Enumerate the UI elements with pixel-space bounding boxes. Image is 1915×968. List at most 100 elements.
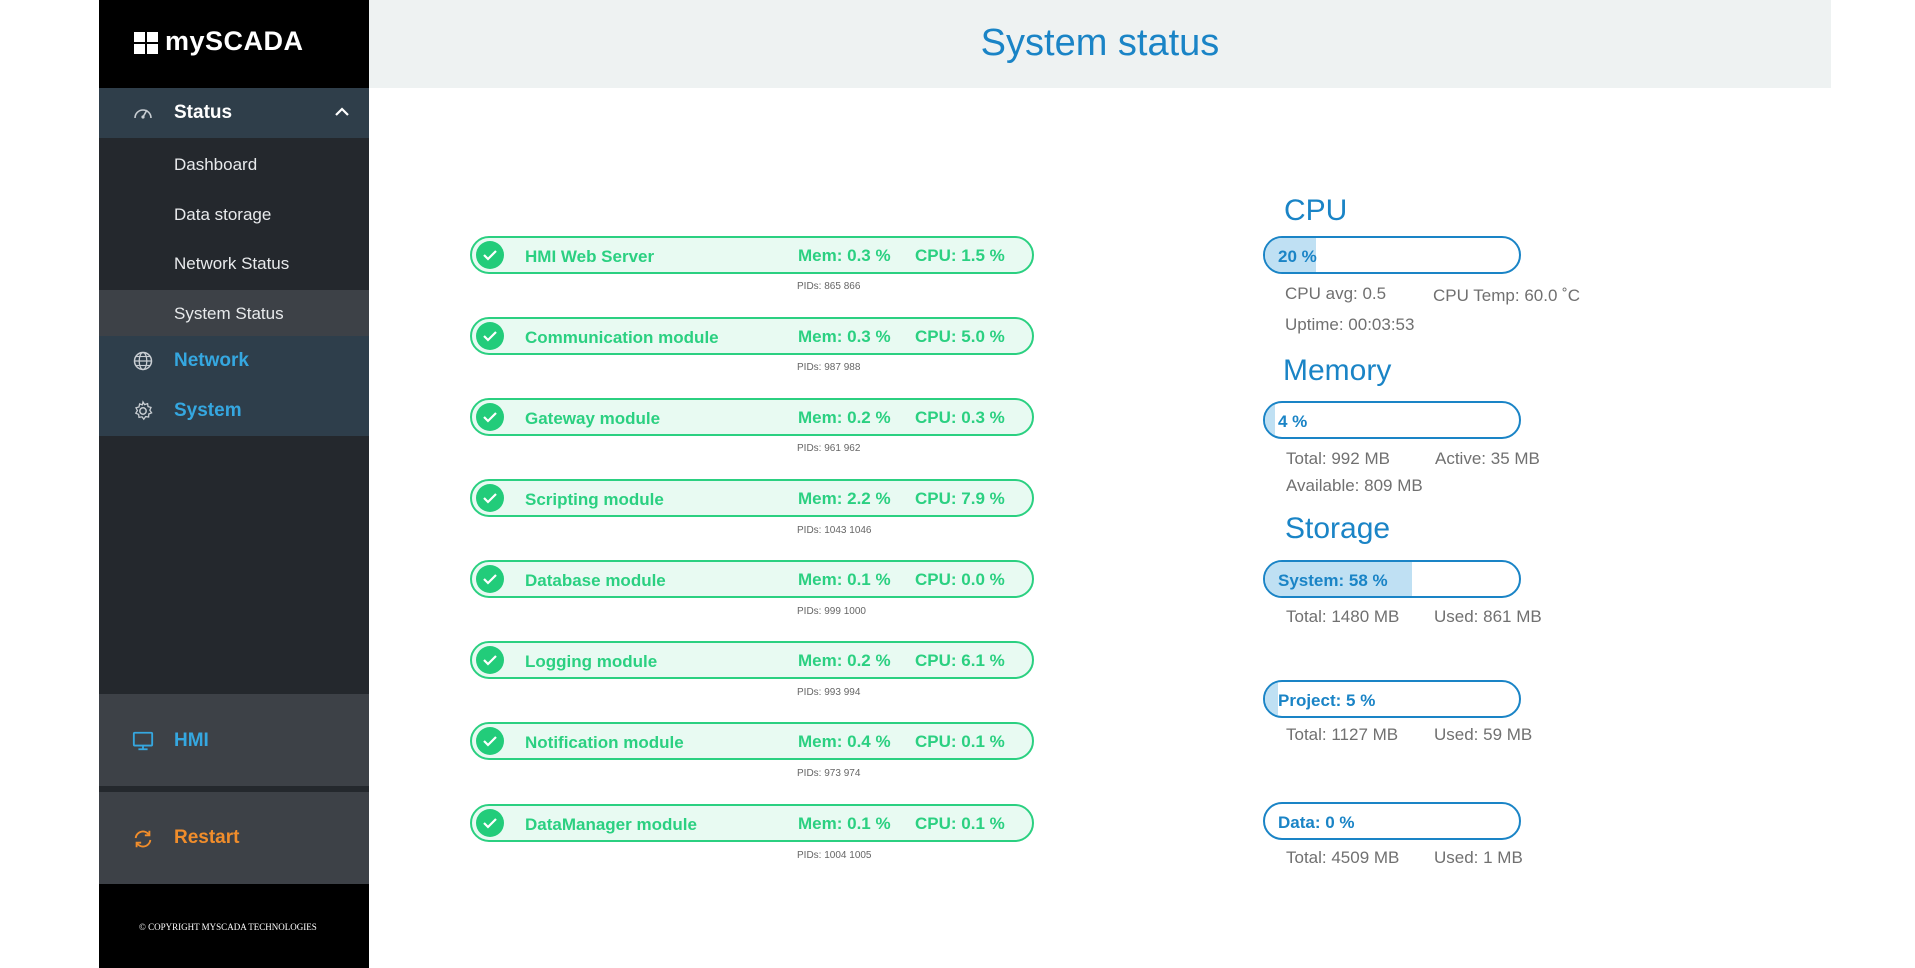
module-pids: PIDs: 865 866 bbox=[797, 281, 861, 292]
memory-available: Available: 809 MB bbox=[1286, 476, 1423, 495]
check-icon bbox=[476, 403, 504, 431]
restart-label: Restart bbox=[174, 827, 240, 848]
storage-title: Storage bbox=[1285, 512, 1391, 545]
module-row: Scripting module Mem: 2.2 % CPU: 7.9 % bbox=[470, 479, 1034, 517]
memory-total: Total: 992 MB bbox=[1286, 449, 1390, 468]
module-cpu: CPU: 5.0 % bbox=[915, 327, 1005, 346]
sidebar-item-network-status[interactable]: Network Status bbox=[99, 240, 369, 288]
module-pids: PIDs: 987 988 bbox=[797, 362, 861, 373]
check-icon bbox=[476, 646, 504, 674]
module-row: HMI Web Server Mem: 0.3 % CPU: 1.5 % bbox=[470, 236, 1034, 274]
module-pids: PIDs: 1043 1046 bbox=[797, 525, 872, 536]
copyright-text: © COPYRIGHT MYSCADA TECHNOLOGIES bbox=[139, 922, 317, 932]
sidebar: mySCADA Status Dashboard Data storage Ne… bbox=[99, 0, 369, 968]
storage-project-bar: Project: 5 % bbox=[1263, 680, 1521, 718]
logo-bar: mySCADA bbox=[99, 0, 369, 88]
module-cpu: CPU: 0.1 % bbox=[915, 814, 1005, 833]
module-name: Scripting module bbox=[525, 490, 664, 509]
sidebar-item-network-label: Network bbox=[174, 350, 249, 371]
module-cpu: CPU: 7.9 % bbox=[915, 489, 1005, 508]
cpu-bar-label: 20 % bbox=[1278, 247, 1317, 266]
cpu-bar: 20 % bbox=[1263, 236, 1521, 274]
module-cpu: CPU: 0.1 % bbox=[915, 732, 1005, 751]
chevron-up-icon[interactable] bbox=[333, 104, 351, 118]
storage-project-bar-label: Project: 5 % bbox=[1278, 691, 1376, 710]
storage-project-total: Total: 1127 MB bbox=[1286, 725, 1399, 744]
module-mem: Mem: 0.1 % bbox=[798, 570, 891, 589]
module-name: DataManager module bbox=[525, 815, 697, 834]
module-mem: Mem: 0.4 % bbox=[798, 732, 891, 751]
globe-icon bbox=[133, 351, 153, 371]
module-row: Communication module Mem: 0.3 % CPU: 5.0… bbox=[470, 317, 1034, 355]
module-name: Logging module bbox=[525, 652, 658, 671]
sidebar-item-status[interactable]: Status bbox=[99, 88, 369, 138]
module-name: Database module bbox=[525, 571, 666, 590]
sidebar-item-dashboard[interactable]: Dashboard bbox=[99, 141, 369, 189]
storage-system-bar-label: System: 58 % bbox=[1278, 571, 1388, 590]
sidebar-item-status-label: Status bbox=[174, 102, 233, 123]
storage-data-bar-label: Data: 0 % bbox=[1278, 813, 1355, 832]
module-name: Gateway module bbox=[525, 409, 661, 428]
gauge-icon bbox=[134, 109, 152, 119]
hmi-label: HMI bbox=[174, 730, 209, 751]
sidebar-item-label: System Status bbox=[174, 304, 284, 323]
check-icon bbox=[476, 484, 504, 512]
sidebar-item-data-storage[interactable]: Data storage bbox=[99, 191, 369, 239]
storage-system-total: Total: 1480 MB bbox=[1286, 607, 1400, 626]
module-mem: Mem: 0.2 % bbox=[798, 408, 891, 427]
storage-project-bar-fill bbox=[1265, 682, 1278, 716]
check-icon bbox=[476, 809, 504, 837]
storage-system-bar-fill bbox=[1265, 562, 1413, 596]
memory-active: Active: 35 MB bbox=[1435, 449, 1540, 468]
logo-text: mySCADA bbox=[165, 26, 304, 56]
module-cpu: CPU: 0.0 % bbox=[915, 570, 1005, 589]
cpu-uptime: Uptime: 00:03:53 bbox=[1285, 315, 1415, 334]
sidebar-group: Network System bbox=[99, 336, 369, 436]
sidebar-item-system[interactable]: System bbox=[99, 386, 369, 436]
module-name: Communication module bbox=[525, 328, 719, 347]
module-pids: PIDs: 1004 1005 bbox=[797, 850, 872, 861]
check-icon bbox=[476, 727, 504, 755]
sidebar-item-label: Dashboard bbox=[174, 155, 258, 174]
sidebar-item-label: Network Status bbox=[174, 254, 290, 273]
monitor-icon bbox=[132, 731, 154, 751]
module-pids: PIDs: 999 1000 bbox=[797, 606, 866, 617]
storage-data-total: Total: 4509 MB bbox=[1286, 848, 1400, 867]
check-icon bbox=[476, 322, 504, 350]
module-name: Notification module bbox=[525, 733, 684, 752]
module-row: Notification module Mem: 0.4 % CPU: 0.1 … bbox=[470, 722, 1034, 760]
sidebar-item-system-status[interactable]: System Status bbox=[99, 290, 369, 338]
gear-icon bbox=[134, 400, 153, 421]
module-cpu: CPU: 0.3 % bbox=[915, 408, 1005, 427]
memory-bar: 4 % bbox=[1263, 401, 1521, 439]
cpu-temp: CPU Temp: 60.0 ˚C bbox=[1433, 286, 1581, 305]
cpu-avg: CPU avg: 0.5 bbox=[1285, 284, 1387, 303]
module-pids: PIDs: 961 962 bbox=[797, 443, 861, 454]
memory-bar-label: 4 % bbox=[1278, 412, 1308, 431]
logo-icon bbox=[134, 32, 160, 56]
module-mem: Mem: 0.3 % bbox=[798, 327, 891, 346]
module-mem: Mem: 0.2 % bbox=[798, 651, 891, 670]
module-row: Gateway module Mem: 0.2 % CPU: 0.3 % bbox=[470, 398, 1034, 436]
page-header: System status bbox=[369, 0, 1831, 88]
module-mem: Mem: 0.3 % bbox=[798, 246, 891, 265]
restart-icon bbox=[134, 830, 152, 848]
module-mem: Mem: 2.2 % bbox=[798, 489, 891, 508]
memory-bar-fill bbox=[1265, 403, 1276, 437]
hmi-button[interactable]: HMI bbox=[99, 694, 369, 786]
storage-data-used: Used: 1 MB bbox=[1434, 848, 1523, 867]
storage-system-used: Used: 861 MB bbox=[1434, 607, 1542, 626]
module-row: Database module Mem: 0.1 % CPU: 0.0 % bbox=[470, 560, 1034, 598]
sidebar-footer: © COPYRIGHT MYSCADA TECHNOLOGIES bbox=[99, 884, 369, 968]
page-title: System status bbox=[980, 22, 1220, 64]
cpu-bar-fill bbox=[1265, 238, 1316, 272]
module-mem: Mem: 0.1 % bbox=[798, 814, 891, 833]
module-pids: PIDs: 973 974 bbox=[797, 768, 861, 779]
module-cpu: CPU: 6.1 % bbox=[915, 651, 1005, 670]
module-row: DataManager module Mem: 0.1 % CPU: 0.1 % bbox=[470, 804, 1034, 842]
check-icon bbox=[476, 241, 504, 269]
storage-system-bar: System: 58 % bbox=[1263, 560, 1521, 598]
restart-button[interactable]: Restart bbox=[99, 792, 369, 884]
sidebar-item-network[interactable]: Network bbox=[99, 336, 369, 386]
